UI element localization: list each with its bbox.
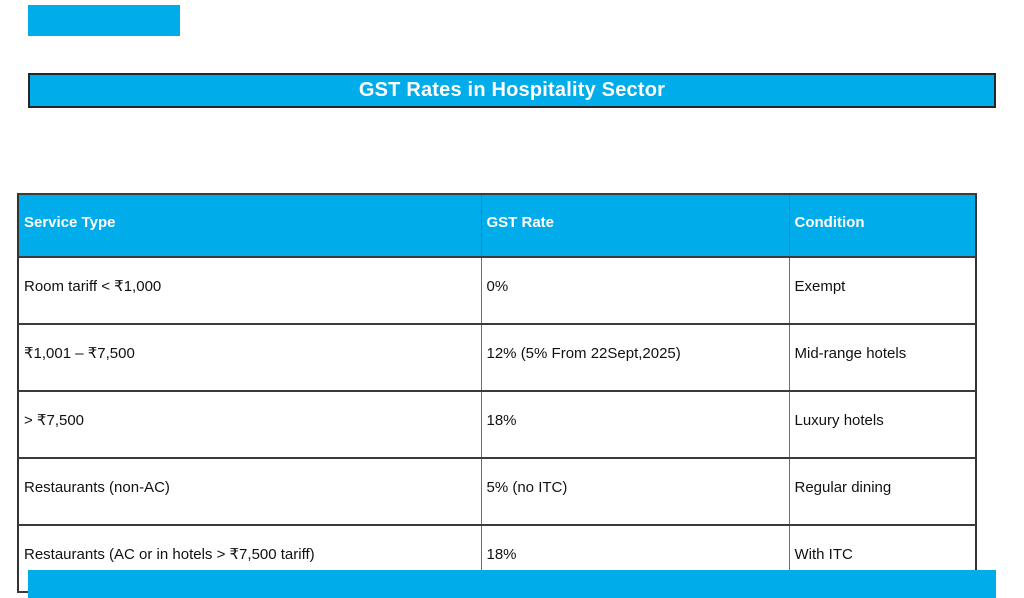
cell-service-type: Room tariff < ₹1,000 <box>17 256 482 325</box>
page-title: GST Rates in Hospitality Sector <box>358 79 666 101</box>
cell-condition: Regular dining <box>788 457 977 526</box>
title-banner: GST Rates in Hospitality Sector <box>28 73 996 108</box>
cell-gst-rate: 18% <box>480 390 790 459</box>
table-row: Restaurants (non-AC) 5% (no ITC) Regular… <box>17 457 977 526</box>
decor-top-left-block <box>28 5 180 36</box>
cell-condition: Exempt <box>788 256 977 325</box>
cell-gst-rate: 5% (no ITC) <box>480 457 790 526</box>
cell-condition: Luxury hotels <box>788 390 977 459</box>
cell-gst-rate: 0% <box>480 256 790 325</box>
table-row: Room tariff < ₹1,000 0% Exempt <box>17 256 977 325</box>
column-header-condition: Condition <box>788 193 977 258</box>
cell-service-type: Restaurants (non-AC) <box>17 457 482 526</box>
cell-service-type: > ₹7,500 <box>17 390 482 459</box>
gst-rates-table-container: Service Type GST Rate Condition Room tar… <box>17 193 977 593</box>
column-header-gst-rate: GST Rate <box>480 193 790 258</box>
cell-gst-rate: 12% (5% From 22Sept,2025) <box>480 323 790 392</box>
decor-bottom-bar <box>28 570 996 598</box>
table-header-row: Service Type GST Rate Condition <box>17 193 977 258</box>
column-header-service-type: Service Type <box>17 193 482 258</box>
table-row: ₹1,001 – ₹7,500 12% (5% From 22Sept,2025… <box>17 323 977 392</box>
cell-service-type: ₹1,001 – ₹7,500 <box>17 323 482 392</box>
gst-rates-table: Service Type GST Rate Condition Room tar… <box>17 193 977 593</box>
table-row: > ₹7,500 18% Luxury hotels <box>17 390 977 459</box>
cell-condition: Mid-range hotels <box>788 323 977 392</box>
